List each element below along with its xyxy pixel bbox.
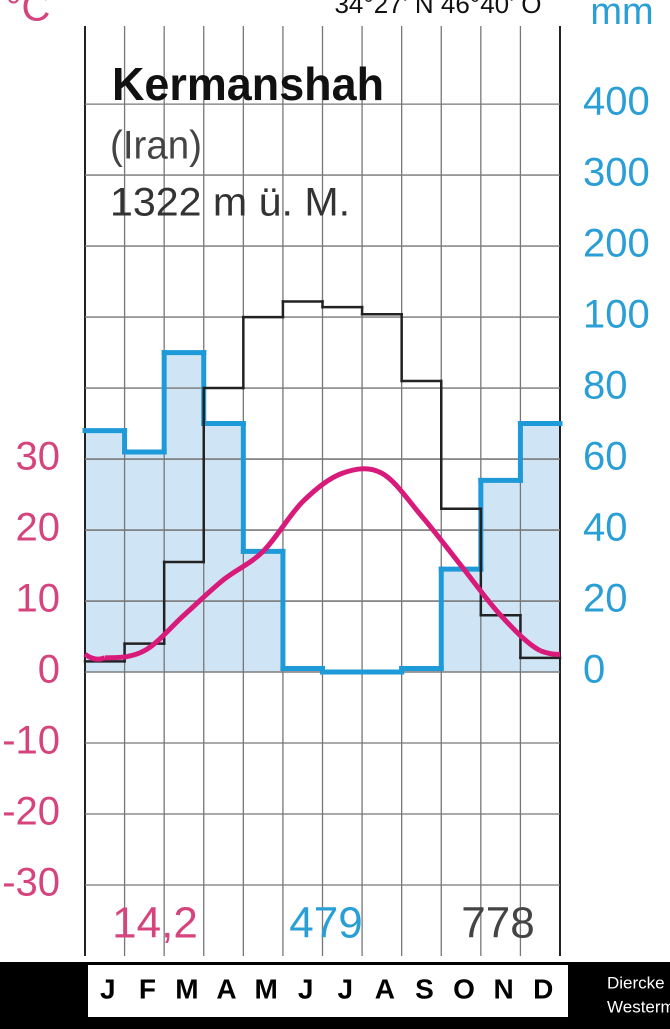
x-tick-label: A — [216, 973, 236, 1004]
x-tick-label: J — [298, 973, 314, 1004]
total-evaporation: 778 — [461, 899, 534, 948]
y2-tick-label: 40 — [583, 506, 628, 550]
precipitation-fill — [203, 423, 244, 673]
y-tick-label: -30 — [2, 861, 60, 905]
y2-tick-label: 200 — [583, 222, 650, 266]
y-tick-label: 30 — [16, 435, 61, 479]
x-tick-label: D — [533, 973, 553, 1004]
precipitation-fill — [164, 352, 204, 673]
precipitation-fill — [243, 551, 283, 673]
coordinates: 34°27' N 46°40' O — [334, 0, 541, 19]
x-tick-label: N — [494, 973, 514, 1004]
chart-title: Kermanshah — [112, 58, 384, 110]
x-tick-label: S — [415, 973, 434, 1004]
marks — [82, 300, 563, 675]
source-line: Diercke — [607, 973, 665, 992]
month-strip — [88, 965, 568, 1017]
grid — [84, 26, 561, 956]
x-tick-label: M — [254, 973, 277, 1004]
x-tick-label: O — [453, 973, 475, 1004]
total-precipitation: 479 — [289, 899, 362, 948]
curve-end — [539, 648, 561, 657]
precipitation-fill — [85, 430, 125, 673]
curve-end — [83, 652, 106, 662]
y2-tick-label: 100 — [583, 293, 650, 337]
y2-tick-label: 0 — [583, 648, 605, 692]
y-tick-label: -10 — [2, 719, 60, 763]
y2-unit: mm — [590, 0, 653, 33]
x-tick-label: J — [338, 973, 354, 1004]
y-tick-label: 20 — [16, 506, 61, 550]
source-line: Westermann — [607, 997, 670, 1016]
total-temperature: 14,2 — [112, 899, 198, 948]
x-tick-label: F — [139, 973, 156, 1004]
y-tick-label: 10 — [16, 577, 61, 621]
precipitation-fill — [480, 480, 521, 673]
y-tick-label: -20 — [2, 790, 60, 834]
temperature-curve — [104, 466, 542, 661]
y2-tick-label: 20 — [583, 577, 628, 621]
y2-tick-label: 80 — [583, 364, 628, 408]
elevation: 1322 m ü. M. — [110, 181, 350, 225]
y2-tick-label: 400 — [583, 80, 650, 124]
x-tick-label: M — [175, 973, 198, 1004]
y-tick-label: 0 — [38, 648, 60, 692]
y-unit: °C — [6, 0, 51, 30]
y2-tick-label: 300 — [583, 151, 650, 195]
precipitation-fill — [124, 451, 165, 673]
y2-tick-label: 60 — [583, 435, 628, 479]
x-tick-label: J — [100, 973, 116, 1004]
chart-subtitle: (Iran) — [110, 124, 202, 168]
precipitation-fill — [520, 423, 560, 673]
x-tick-label: A — [375, 973, 395, 1004]
